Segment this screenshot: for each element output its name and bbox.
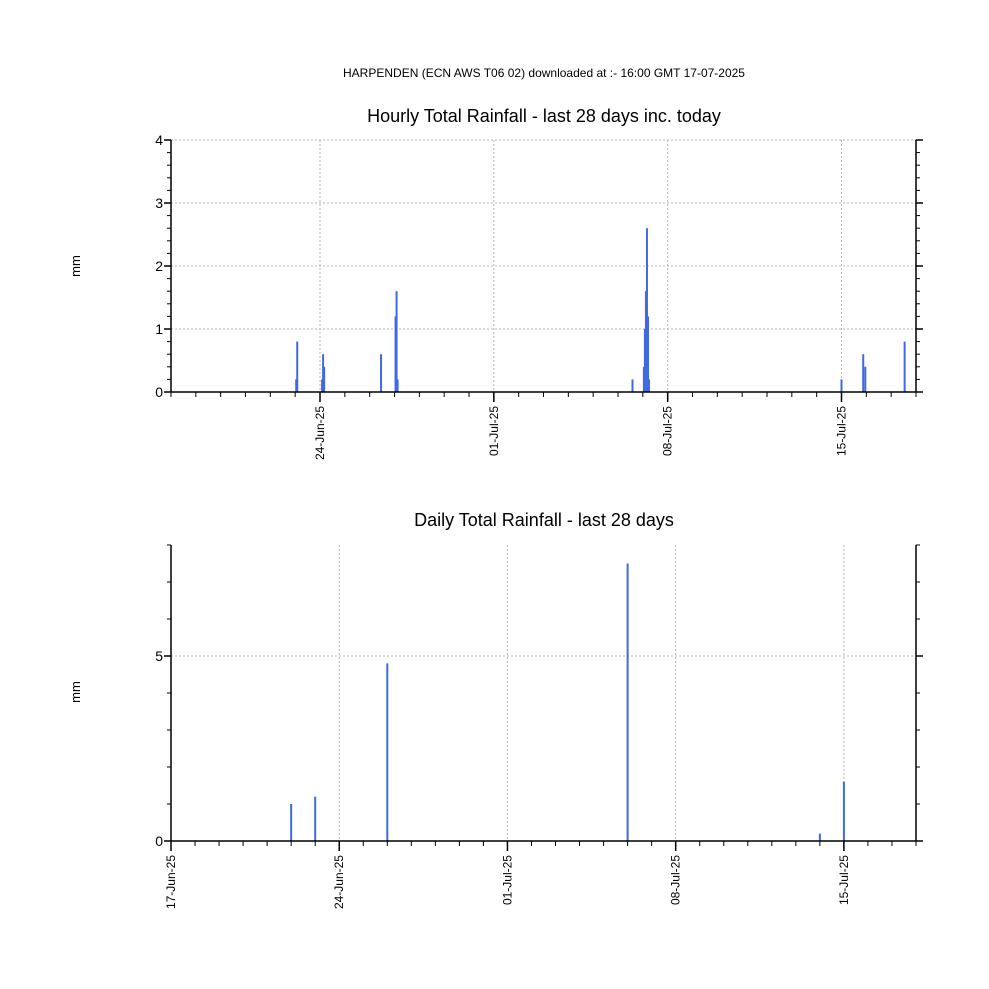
daily-rainfall-chart: Daily Total Rainfall - last 28 days mm 1… xyxy=(68,510,923,909)
x-tick-label: 01-Jul-25 xyxy=(487,406,501,456)
hourly-tick-labels: 24-Jun-25 01-Jul-25 08-Jul-25 15-Jul-25 0 1 2 3… xyxy=(155,132,848,460)
rain-bar xyxy=(903,341,906,392)
rain-bar xyxy=(648,379,651,392)
hourly-chart-title: Hourly Total Rainfall - last 28 days inc… xyxy=(367,106,721,126)
daily-bars xyxy=(290,563,845,841)
x-tick-label: 01-Jul-25 xyxy=(500,855,514,905)
daily-chart-title: Daily Total Rainfall - last 28 days xyxy=(414,510,674,530)
rain-bar xyxy=(862,354,865,392)
rain-bar xyxy=(631,379,634,392)
figure-header: HARPENDEN (ECN AWS T06 02) downloaded at… xyxy=(343,66,745,80)
rain-bar xyxy=(645,228,648,392)
rain-bar xyxy=(314,796,317,841)
rain-bar xyxy=(644,291,647,392)
rain-bar xyxy=(323,366,326,392)
rain-bar xyxy=(396,379,399,392)
rain-bar xyxy=(395,291,398,392)
y-tick-label: 3 xyxy=(155,195,163,211)
y-tick-label: 4 xyxy=(155,132,163,148)
y-tick-label: 0 xyxy=(155,833,163,849)
hourly-axes xyxy=(164,139,923,402)
rain-bar xyxy=(296,341,299,392)
x-tick-label: 15-Jul-25 xyxy=(837,855,851,905)
rain-bar xyxy=(290,804,293,841)
daily-y-axis-label: mm xyxy=(68,681,83,703)
daily-gridlines xyxy=(171,545,916,841)
hourly-rainfall-chart: Hourly Total Rainfall - last 28 days inc… xyxy=(68,106,923,460)
x-tick-label: 08-Jul-25 xyxy=(661,406,675,456)
y-tick-label: 1 xyxy=(155,321,163,337)
rain-bar xyxy=(840,379,843,392)
rain-bar xyxy=(642,366,645,392)
x-tick-label: 08-Jul-25 xyxy=(669,855,683,905)
hourly-gridlines xyxy=(171,139,916,392)
rain-bar xyxy=(626,563,629,841)
hourly-bars xyxy=(295,228,906,392)
rain-bar xyxy=(394,316,397,392)
rain-bar xyxy=(842,781,845,841)
daily-axes xyxy=(164,544,923,851)
rain-bar xyxy=(295,379,298,392)
rain-bar xyxy=(322,354,325,392)
x-tick-label: 24-Jun-25 xyxy=(332,855,346,909)
y-tick-label: 2 xyxy=(155,258,163,274)
daily-tick-labels: 17-Jun-25 24-Jun-25 01-Jul-25 08-Jul-25 15-J… xyxy=(155,648,851,909)
rain-bar xyxy=(864,366,867,392)
x-tick-label: 17-Jun-25 xyxy=(164,855,178,909)
y-tick-label: 5 xyxy=(155,648,163,664)
rain-bar xyxy=(386,663,389,841)
rain-bar xyxy=(818,833,821,841)
rain-bar xyxy=(643,329,646,392)
rain-bar xyxy=(380,354,383,392)
x-tick-label: 15-Jul-25 xyxy=(835,406,849,456)
rain-bar xyxy=(321,379,324,392)
hourly-y-axis-label: mm xyxy=(68,255,83,277)
x-tick-label: 24-Jun-25 xyxy=(313,406,327,460)
rain-bar xyxy=(647,316,650,392)
y-tick-label: 0 xyxy=(155,384,163,400)
